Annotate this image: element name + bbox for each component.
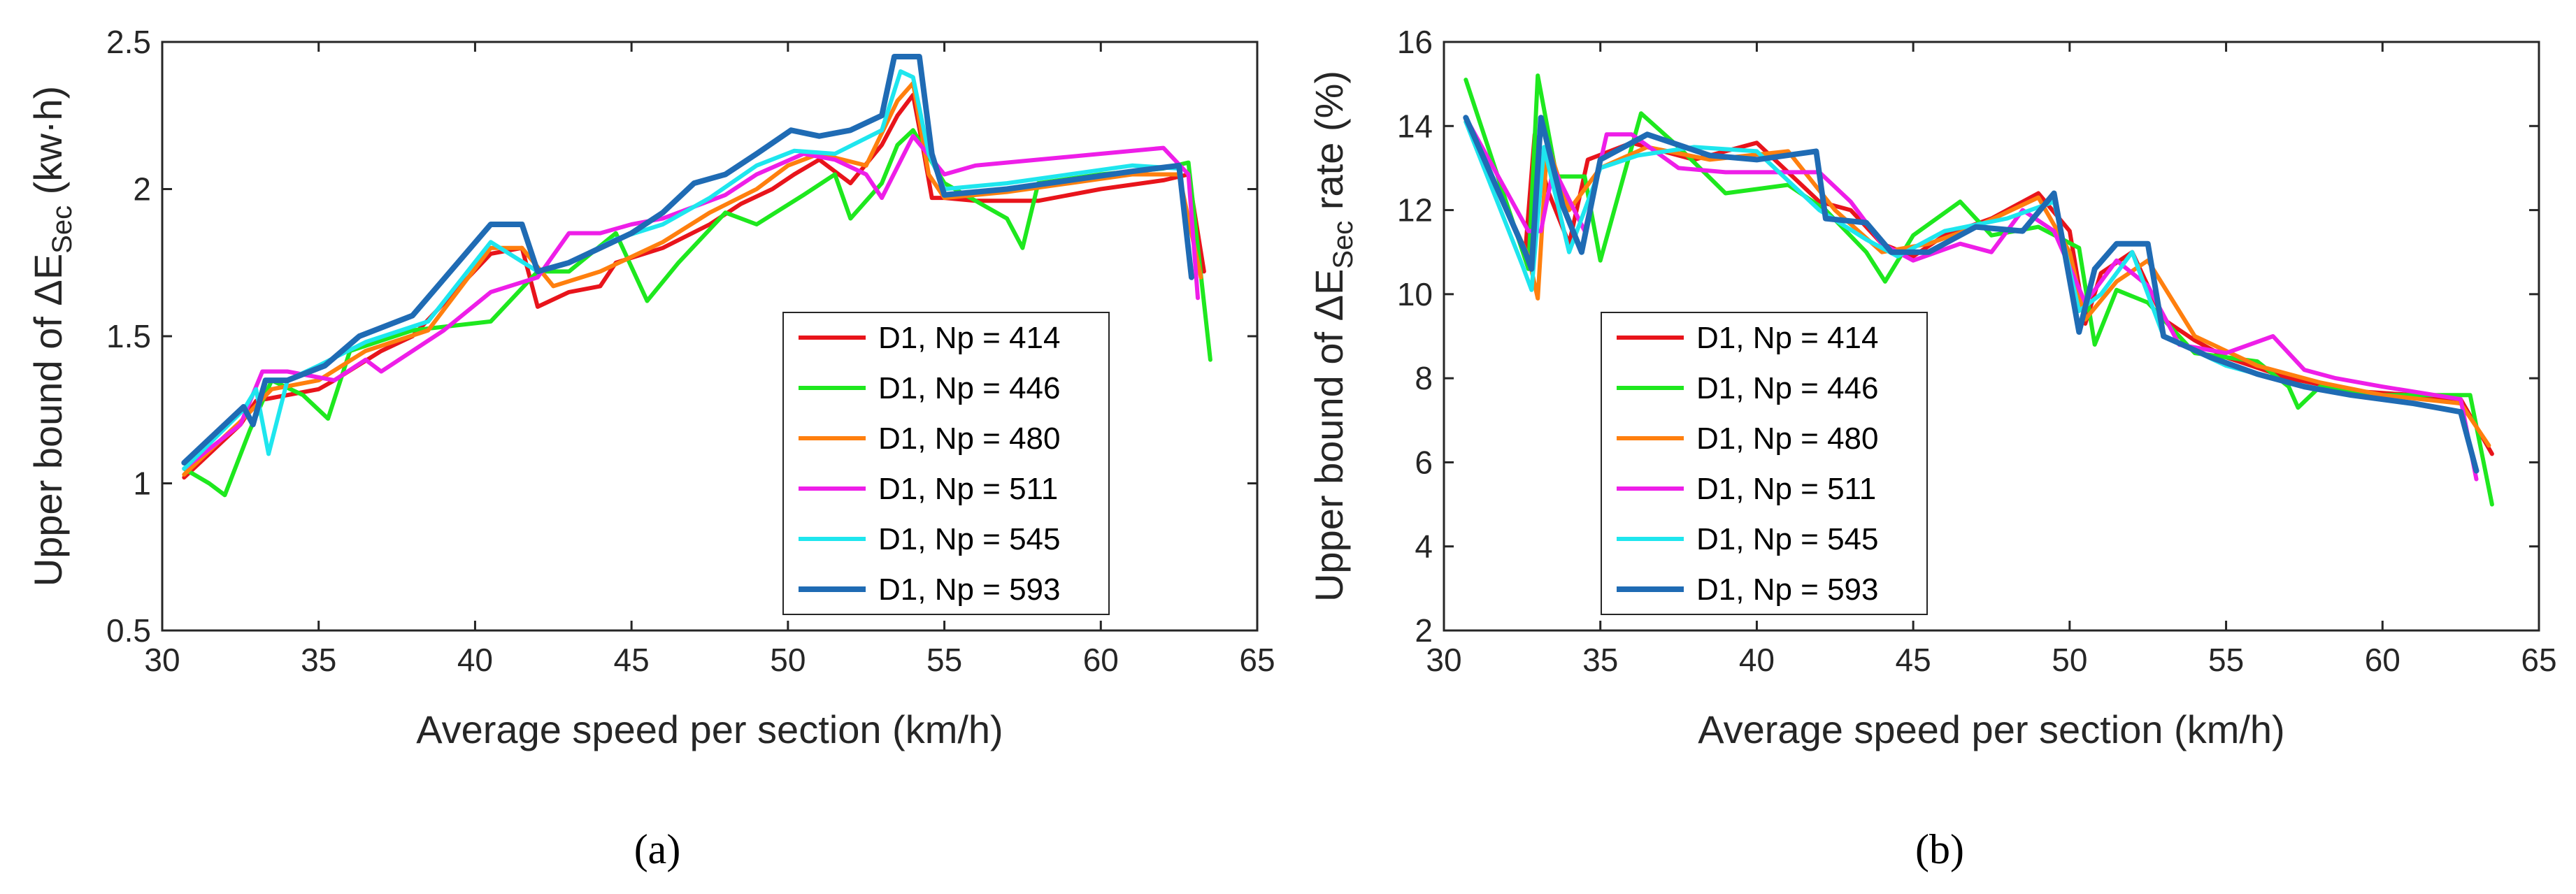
- chart-a-series-2: [182, 128, 1212, 498]
- chart-a-y-tick-label: 1: [133, 466, 151, 502]
- chart-b-x-tick-label: 40: [1739, 642, 1775, 678]
- chart-a-x-tick-label: 50: [770, 642, 806, 678]
- chart-b-y-axis-label-sub: Sec: [1328, 221, 1359, 269]
- chart-b-legend-label: D1, Np = 414: [1696, 321, 1879, 355]
- chart-a-legend-label: D1, Np = 414: [878, 321, 1061, 355]
- chart-b-ticks: 30 35 40 45 50 55 60 65 2 4 6 8 10 12 14 16: [1397, 24, 2557, 678]
- chart-b-x-tick-label: 65: [2521, 642, 2556, 678]
- chart-a-y-axis-label-unit: (kw·h): [26, 86, 70, 206]
- chart-b-x-tick-label: 60: [2365, 642, 2400, 678]
- chart-b-y-tick-label: 2: [1415, 612, 1433, 649]
- chart-a-legend-box: [782, 312, 1110, 615]
- chart-b-legend-label: D1, Np = 446: [1696, 371, 1879, 405]
- chart-a-x-tick-label: 30: [144, 642, 180, 678]
- chart-b-series-2: [1464, 73, 2494, 507]
- chart-b-y-tick-label: 16: [1397, 24, 1433, 60]
- chart-a-x-tick-label: 65: [1239, 642, 1275, 678]
- chart-b-legend-box: [1601, 312, 1928, 615]
- chart-b-y-tick-label: 4: [1415, 528, 1433, 565]
- chart-b-legend: D1, Np = 414 D1, Np = 446 D1, Np = 480 D1, …: [1601, 312, 1928, 615]
- chart-b-y-axis-label: Upper bound of ΔESec rate (%): [1307, 71, 1359, 602]
- chart-b-lines: [1463, 73, 2494, 507]
- chart-a-x-tick-label: 40: [457, 642, 493, 678]
- chart-b-y-tick-label: 10: [1397, 276, 1433, 312]
- chart-a-y-tick-label: 2: [133, 171, 151, 208]
- chart-a-x-tick-label: 55: [926, 642, 962, 678]
- chart-a-legend-label: D1, Np = 511: [878, 472, 1058, 506]
- chart-a-y-tick-label: 1.5: [106, 318, 151, 354]
- chart-b-legend-label: D1, Np = 511: [1696, 472, 1876, 506]
- chart-b-series-3: [1464, 120, 2491, 448]
- panel-label-a: (a): [634, 826, 681, 872]
- chart-a-lines: [181, 54, 1212, 498]
- chart-a-legend: D1, Np = 414 D1, Np = 446 D1, Np = 480 D1, …: [782, 312, 1110, 615]
- chart-b-x-tick-label: 45: [1896, 642, 1931, 678]
- chart-b-series-6: [1463, 115, 2480, 474]
- chart-b-x-axis-label: Average speed per section (km/h): [1698, 707, 2284, 751]
- chart-a-x-axis-label: Average speed per section (km/h): [416, 707, 1003, 751]
- chart-b-x-tick-label: 30: [1426, 642, 1461, 678]
- chart-b-y-tick-label: 8: [1415, 360, 1433, 396]
- chart-b-y-tick-label: 12: [1397, 192, 1433, 229]
- chart-a-legend-label: D1, Np = 480: [878, 421, 1061, 456]
- chart-b-x-tick-label: 50: [2052, 642, 2087, 678]
- chart-b-x-tick-label: 35: [1582, 642, 1618, 678]
- chart-b-x-tick-label: 55: [2208, 642, 2244, 678]
- chart-a-legend-label: D1, Np = 593: [878, 572, 1061, 607]
- chart-a-y-tick-label: 2.5: [106, 24, 151, 60]
- chart-a-y-tick-label: 0.5: [106, 612, 151, 649]
- chart-a-x-tick-label: 60: [1083, 642, 1119, 678]
- chart-a-series-6: [181, 54, 1194, 466]
- chart-a-series-3: [182, 80, 1203, 477]
- panel-label-b: (b): [1915, 826, 1964, 872]
- chart-a-legend-label: D1, Np = 446: [878, 371, 1061, 405]
- chart-a-y-axis-label: Upper bound of ΔESec (kw·h): [26, 86, 78, 586]
- chart-a-legend-label: D1, Np = 545: [878, 522, 1061, 556]
- chart-a-x-tick-label: 45: [614, 642, 650, 678]
- chart-b-y-axis-label-unit: rate (%): [1307, 71, 1351, 221]
- chart-b-legend-label: D1, Np = 480: [1696, 421, 1879, 456]
- chart-b-y-tick-label: 6: [1415, 444, 1433, 480]
- chart-a-y-axis-label-sub: Sec: [47, 206, 78, 254]
- chart-b-legend-label: D1, Np = 545: [1696, 522, 1879, 556]
- chart-b-legend-label: D1, Np = 593: [1696, 572, 1879, 607]
- chart-a: 30 35 40 45 50 55 60 65 0.5 1 1.5 2 2.5 D1, Np = 414…: [26, 24, 1275, 872]
- chart-a-x-tick-label: 35: [301, 642, 336, 678]
- chart-b-y-tick-label: 14: [1397, 108, 1433, 144]
- chart-b: 30 35 40 45 50 55 60 65 2 4 6 8 10 12 14 16 D1, Np = 41…: [1307, 24, 2557, 872]
- chart-a-ticks: 30 35 40 45 50 55 60 65 0.5 1 1.5 2 2.5: [106, 24, 1275, 678]
